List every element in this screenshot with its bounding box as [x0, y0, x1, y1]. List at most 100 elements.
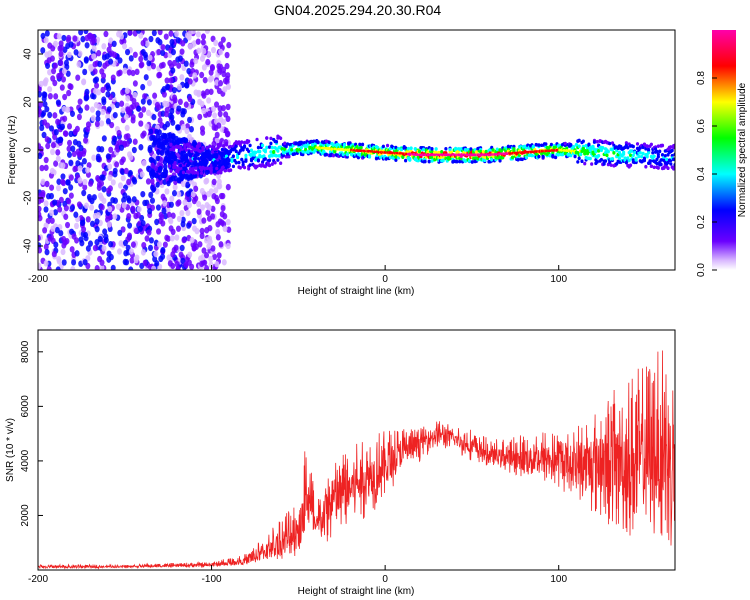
spectrogram-cell: [141, 241, 147, 249]
spectrogram-ridge-cell: [670, 148, 674, 153]
spectrogram-cell: [179, 244, 185, 252]
spectrogram-ridge-cell: [267, 163, 272, 168]
spectrogram-cell: [168, 77, 174, 84]
spectrogram-ridge-cell: [544, 142, 548, 146]
spectrogram-ridge-cell: [227, 158, 231, 162]
spectrogram-ridge-cell: [287, 148, 291, 153]
spectrogram-ridge-cell: [195, 153, 199, 157]
spectrogram-cell: [186, 34, 192, 41]
spectrogram-ridge-cell: [269, 141, 273, 146]
spectrogram-ridge-cell: [672, 157, 675, 162]
spectrogram-cell: [206, 204, 212, 211]
spectrogram-cell: [110, 74, 116, 81]
spectrogram-cell: [202, 76, 208, 84]
spectrogram-cell: [136, 105, 142, 112]
spectrogram-cell: [102, 228, 108, 235]
spectrogram-ridge-cell: [202, 158, 206, 163]
spectrogram-cell: [163, 33, 169, 40]
spectrogram-cell: [174, 30, 180, 38]
spectrogram-cell: [103, 30, 109, 38]
spectrogram-ridge-cell: [641, 145, 645, 150]
spectrogram-cell: [220, 192, 226, 200]
spectrogram-ridge-cell: [530, 153, 534, 158]
spectrogram-cell: [144, 40, 150, 47]
spectrogram-ridge-cell: [551, 154, 555, 159]
spectrogram-cell: [62, 187, 68, 195]
spectrogram-cell: [66, 151, 72, 158]
spectrogram-ridge-cell: [198, 160, 202, 165]
spectrogram-cell: [163, 163, 168, 170]
spectrogram-cell: [142, 93, 148, 100]
spectrogram-ridge-cell: [367, 155, 372, 159]
spectrogram-ridge-cell: [601, 146, 605, 150]
spectrogram-cell: [192, 172, 197, 179]
spectrogram-cell: [47, 42, 53, 49]
spectrogram-cell: [92, 61, 98, 68]
spectrogram-cell: [82, 178, 88, 186]
spectrogram-cell: [116, 70, 122, 77]
spectrogram-cell: [68, 192, 74, 199]
x-tick-label: -100: [202, 274, 222, 285]
spectrogram-ridge-cell: [660, 153, 665, 157]
spectrogram-ridge-cell: [294, 141, 298, 145]
spectrogram-cell: [161, 85, 167, 93]
spectrogram-ridge-cell: [180, 150, 184, 155]
spectrogram-ridge-cell: [242, 145, 247, 149]
spectrogram-cell: [201, 92, 207, 99]
spectrogram-cell: [123, 113, 129, 121]
spectrogram-cell: [144, 235, 150, 242]
spectrogram-ridge-cell: [179, 166, 183, 171]
spectrogram-cell: [67, 123, 73, 130]
spectrogram-cell: [166, 180, 171, 187]
spectrogram-cell: [100, 174, 106, 181]
spectrogram-cell: [69, 204, 75, 212]
spectrogram-ridge-cell: [608, 141, 612, 146]
spectrogram-cell: [87, 240, 93, 247]
spectrogram-cell: [129, 104, 135, 111]
spectrogram-ridge-cell: [190, 145, 194, 150]
spectrogram-ridge-cell: [195, 170, 199, 175]
spectrogram-ridge-cell: [188, 167, 192, 171]
spectrogram-cell: [65, 106, 71, 113]
spectrogram-cell: [144, 123, 150, 130]
spectrogram-cell: [207, 76, 213, 83]
spectrogram-ridge-cell: [510, 155, 515, 160]
spectrogram-cell: [102, 62, 108, 69]
spectrogram-ridge-cell: [255, 137, 259, 142]
spectrogram-cell: [122, 258, 128, 266]
spectrogram-cell: [58, 161, 64, 169]
spectrogram-ridge-cell: [640, 154, 644, 159]
spectrogram-cell: [162, 139, 167, 146]
spectrogram-cell: [74, 222, 80, 230]
spectrogram-cell: [126, 213, 132, 220]
spectrogram-cell: [204, 30, 210, 34]
spectrogram-ridge-cell: [441, 158, 445, 163]
spectrogram-cell: [70, 145, 76, 152]
spectrogram-cell: [90, 92, 96, 100]
spectrogram-cell: [154, 101, 160, 109]
spectrogram-cell: [139, 171, 145, 178]
spectrogram-cell: [96, 50, 102, 57]
spectrogram-cell: [60, 173, 66, 180]
spectrogram-cell: [76, 113, 82, 121]
spectrogram-ridge-cell: [626, 145, 630, 150]
spectrogram-ridge-cell: [287, 154, 291, 159]
spectrogram-cell: [171, 190, 177, 197]
spectrogram-cell: [124, 124, 130, 132]
spectrogram-cell: [108, 58, 114, 65]
spectrogram-cell: [170, 228, 176, 236]
spectrogram-ridge-cell: [238, 149, 242, 153]
spectrogram-cell: [53, 241, 59, 248]
spectrogram-cell: [224, 62, 230, 70]
spectrogram-cell: [199, 125, 205, 132]
spectrogram-cell: [222, 86, 228, 93]
spectrogram-cell: [216, 252, 222, 259]
spectrogram-ridge-cell: [458, 159, 462, 164]
spectrogram-cell: [71, 150, 77, 158]
spectrogram-ridge-cell: [248, 163, 252, 167]
spectrogram-cell: [189, 174, 194, 181]
spectrogram-cell: [143, 54, 149, 61]
spectrogram-cell: [42, 227, 48, 234]
snr-series: [38, 350, 675, 570]
spectrogram-cell: [83, 137, 89, 144]
